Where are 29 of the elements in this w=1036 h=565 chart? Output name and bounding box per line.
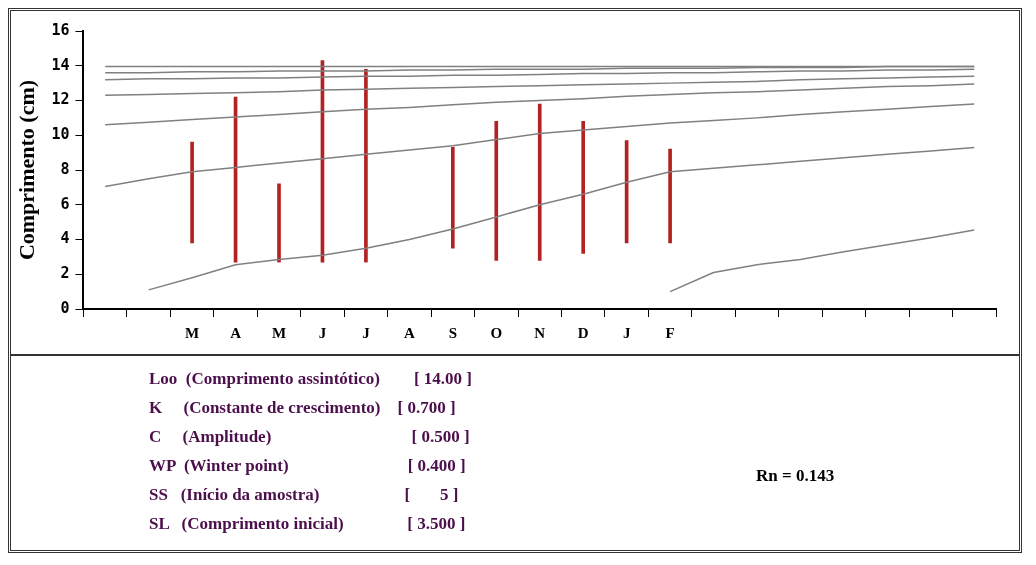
text: C (Amplitude) [ 0.500 ] [149, 426, 471, 448]
x-tick-label: S [448, 324, 457, 341]
x-tick-label: A [230, 324, 242, 341]
x-tick-label: D [577, 324, 589, 341]
y-axis-title: Comprimento (cm) [13, 79, 39, 261]
y-tick-label: 8 [60, 159, 70, 178]
text: WP (Winter point) [ 0.400 ] [149, 455, 467, 477]
y-tick-label: 12 [51, 90, 70, 109]
y-tick-label: 10 [51, 125, 70, 144]
x-tick-label: J [362, 324, 371, 341]
y-tick-label: 6 [60, 194, 70, 213]
x-tick-label: J [318, 324, 327, 341]
text: Loo (Comprimento assintótico) [ 14.00 ] [149, 368, 472, 390]
text: SL (Comprimento inicial) [ 3.500 ] [149, 513, 467, 535]
x-tick-label: F [665, 324, 675, 341]
x-tick-label: M [271, 324, 287, 341]
y-tick-label: 14 [51, 55, 70, 74]
x-tick-label: M [185, 324, 200, 341]
text: SS (Início da amostra) [ 5 ] [149, 484, 460, 506]
text: K (Constante de crescimento) [ 0.700 ] [149, 397, 457, 419]
x-tick-label: N [534, 324, 546, 341]
x-tick-label: A [403, 324, 415, 341]
x-tick-label: J [622, 324, 631, 341]
x-tick-label: O [490, 324, 503, 341]
y-tick-label: 2 [60, 264, 70, 283]
y-tick-label: 16 [51, 20, 70, 39]
y-tick-label: 0 [60, 298, 70, 317]
y-tick-label: 4 [60, 229, 70, 248]
text: Rn = 0.143 [756, 466, 835, 486]
